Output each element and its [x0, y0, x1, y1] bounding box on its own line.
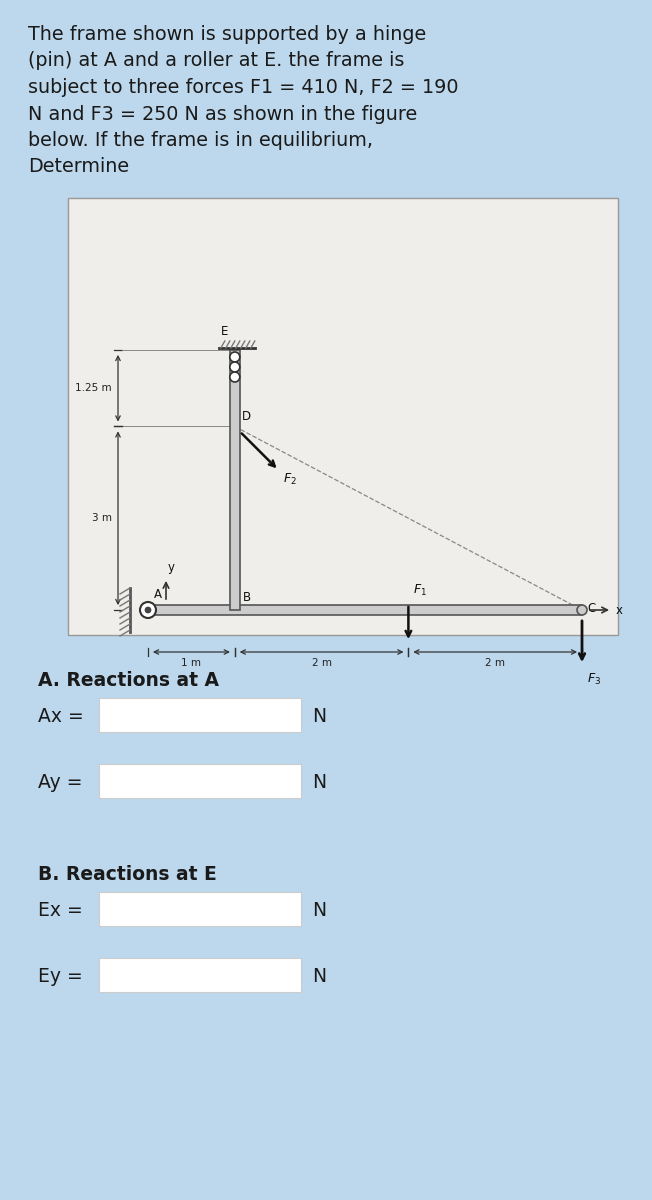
FancyBboxPatch shape	[99, 958, 301, 992]
Text: A. Reactions at A: A. Reactions at A	[38, 671, 219, 690]
Circle shape	[577, 605, 587, 614]
Text: x: x	[616, 604, 623, 617]
Bar	[230, 350, 240, 610]
Text: $F_3$: $F_3$	[587, 672, 601, 688]
Text: A: A	[154, 588, 162, 601]
Text: B: B	[243, 590, 251, 604]
Text: 2 m: 2 m	[485, 658, 505, 668]
FancyBboxPatch shape	[99, 698, 301, 732]
Text: Ay =: Ay =	[38, 774, 83, 792]
Text: 3 m: 3 m	[92, 514, 112, 523]
Circle shape	[230, 362, 240, 372]
Text: y: y	[168, 560, 175, 574]
Text: N: N	[312, 708, 326, 726]
Circle shape	[230, 352, 240, 362]
Text: N: N	[312, 967, 326, 986]
Text: $F_1$: $F_1$	[413, 582, 427, 598]
Text: Ax =: Ax =	[38, 708, 83, 726]
Text: Ey =: Ey =	[38, 967, 83, 986]
Text: N: N	[312, 901, 326, 920]
Text: 2 m: 2 m	[312, 658, 332, 668]
Bar	[68, 198, 618, 635]
FancyBboxPatch shape	[99, 764, 301, 798]
FancyBboxPatch shape	[99, 892, 301, 926]
Text: D: D	[242, 410, 251, 424]
Text: The frame shown is supported by a hinge
(pin) at A and a roller at E. the frame : The frame shown is supported by a hinge …	[28, 25, 458, 176]
Circle shape	[145, 607, 151, 613]
Bar	[148, 605, 582, 614]
Text: $F_2$: $F_2$	[283, 473, 297, 487]
Text: 1.25 m: 1.25 m	[76, 383, 112, 394]
Text: B. Reactions at E: B. Reactions at E	[38, 865, 216, 884]
Text: E: E	[221, 325, 228, 338]
Text: C: C	[587, 601, 595, 614]
Circle shape	[230, 372, 240, 382]
Text: 1 m: 1 m	[181, 658, 201, 668]
Circle shape	[140, 602, 156, 618]
Text: Ex =: Ex =	[38, 901, 83, 920]
Text: N: N	[312, 774, 326, 792]
